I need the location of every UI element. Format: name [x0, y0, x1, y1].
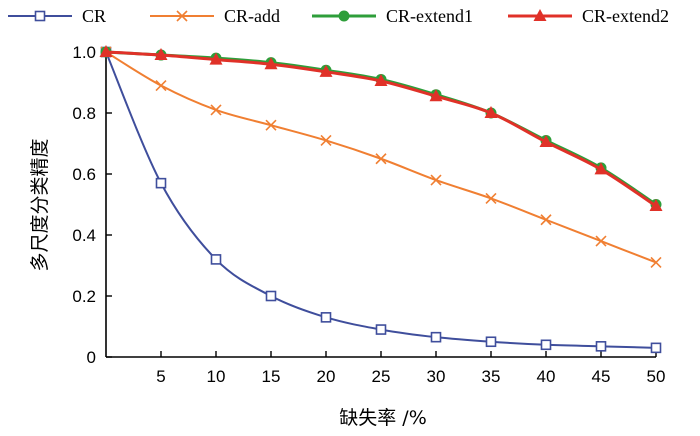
data-point [320, 312, 332, 323]
data-point [650, 342, 662, 354]
y-tick-label: 0.8 [72, 104, 96, 123]
x-tick-label: 50 [647, 367, 666, 386]
legend-label: CR-add [224, 6, 280, 26]
data-point [210, 104, 222, 116]
legend-marker [338, 10, 350, 22]
data-point [430, 331, 442, 343]
legend: CR CR-add CR-extend1 CR-extend2 [8, 6, 669, 26]
legend-item: CR-extend1 [312, 6, 473, 26]
series-cr [100, 46, 662, 354]
data-point [540, 214, 552, 226]
data-point [375, 324, 387, 335]
x-tick-label: 20 [317, 367, 336, 386]
series-cr-extend2 [99, 45, 663, 212]
data-point [265, 290, 277, 302]
x-tick-label: 15 [262, 367, 281, 386]
data-point [539, 134, 553, 147]
marker-stroke [595, 235, 607, 247]
legend-label: CR-extend1 [386, 6, 473, 26]
marker-stroke [375, 153, 387, 165]
data-point [155, 79, 167, 92]
marker-stroke [430, 174, 442, 186]
x-tick-label: 5 [156, 367, 165, 386]
data-point [99, 45, 113, 57]
data-point [319, 64, 333, 77]
series-line [105, 51, 657, 349]
y-tick-label: 0 [87, 348, 96, 367]
data-point [429, 89, 443, 102]
series-cr-extend1 [100, 46, 662, 210]
marker-stroke [320, 134, 332, 147]
x-tick-label: 35 [482, 367, 501, 386]
data-point [485, 336, 497, 348]
data-point [649, 199, 663, 212]
x-tick-label: 25 [372, 367, 391, 386]
legend-label: CR [82, 6, 106, 26]
legend-item: CR [8, 6, 106, 26]
x-tick-label: 30 [427, 367, 446, 386]
data-point [374, 73, 388, 86]
marker-stroke [485, 192, 497, 204]
data-point [484, 106, 498, 118]
legend-marker [34, 10, 46, 22]
legend-marker [176, 10, 188, 22]
data-point [650, 256, 662, 269]
legend-marker [533, 9, 547, 21]
marker-stroke [210, 104, 222, 116]
data-point [265, 119, 277, 131]
data-point [209, 52, 223, 65]
data-point [375, 153, 387, 165]
marker-stroke [176, 10, 188, 22]
series-layer [99, 45, 663, 354]
marker-stroke [540, 214, 552, 226]
x-tick-label: 45 [592, 367, 611, 386]
data-point [154, 48, 168, 61]
axes: 0 0.2 0.4 0.6 0.8 1.0 5 10 15 20 25 30 35 40 45 50 [72, 43, 665, 386]
data-point [485, 192, 497, 204]
legend-item: CR-extend2 [508, 6, 669, 26]
y-tick-label: 0.4 [72, 226, 96, 245]
x-tick-label: 10 [207, 367, 226, 386]
y-tick-label: 0.6 [72, 165, 96, 184]
y-tick-label: 1.0 [72, 43, 96, 62]
data-point [320, 134, 332, 147]
legend-label: CR-extend2 [582, 6, 669, 26]
y-tick-label: 0.2 [72, 287, 96, 306]
data-point [594, 162, 608, 175]
marker-stroke [650, 256, 662, 269]
y-axis-title: 多尺度分类精度 [29, 138, 51, 271]
legend-item: CR-add [150, 6, 280, 26]
marker-stroke [265, 119, 277, 131]
data-point [595, 341, 607, 352]
marker-stroke [155, 79, 167, 92]
data-point [210, 254, 222, 265]
data-point [540, 339, 552, 351]
x-axis-title: 缺失率 /% [339, 407, 427, 429]
data-point [264, 57, 278, 70]
x-tick-label: 40 [537, 367, 556, 386]
data-point [595, 235, 607, 247]
data-point [155, 177, 167, 189]
data-point [430, 174, 442, 186]
